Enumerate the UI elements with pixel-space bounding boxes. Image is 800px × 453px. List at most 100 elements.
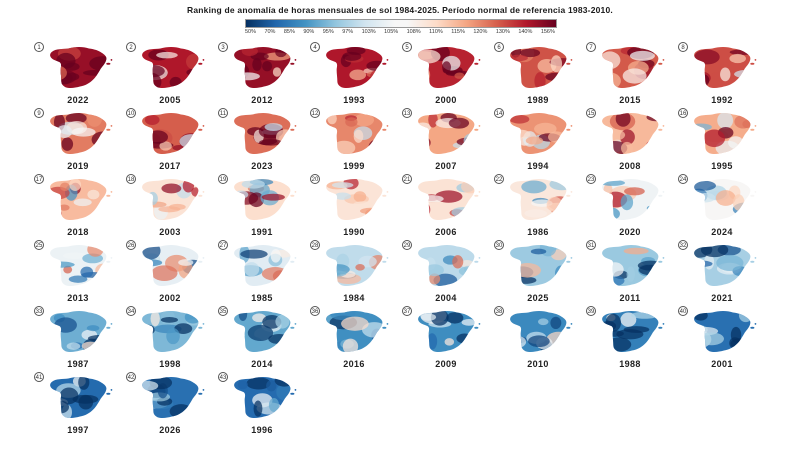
legend-tick-label: 130% — [495, 29, 510, 35]
map-cell: 36 2016 — [308, 305, 400, 369]
spain-anomaly-map — [326, 244, 389, 286]
map-cell: 17 2018 — [32, 173, 124, 237]
spain-anomaly-map — [234, 46, 297, 88]
balearic-islands — [382, 326, 387, 329]
rank-badge: 40 — [678, 306, 688, 316]
page-title: Ranking de anomalía de horas mensuales d… — [187, 5, 613, 15]
year-label: 2025 — [527, 293, 549, 303]
spain-anomaly-map — [694, 112, 757, 154]
year-label: 1990 — [343, 227, 365, 237]
spain-anomaly-map — [234, 310, 297, 352]
legend-tick-label: 97% — [342, 29, 354, 35]
spain-anomaly-map — [418, 46, 481, 88]
rank-badge: 26 — [126, 240, 136, 250]
year-label: 1994 — [527, 161, 549, 171]
map-cell: 31 2011 — [584, 239, 676, 303]
balearic-islands — [382, 128, 387, 131]
legend-labels: 50% 70% 85% 90% 95% 97% 103% 105% 108% 110% 115% 12… — [245, 29, 555, 35]
year-label: 2010 — [527, 359, 549, 369]
map-cell: 15 2008 — [584, 107, 676, 171]
year-label: 2008 — [619, 161, 641, 171]
rank-badge: 10 — [126, 108, 136, 118]
rank-badge: 8 — [678, 42, 688, 52]
map-cell: 27 1985 — [216, 239, 308, 303]
balearic-islands — [290, 260, 295, 263]
year-label: 2016 — [343, 359, 365, 369]
map-cell: 2 2005 — [124, 41, 216, 105]
legend-tick-label: 70% — [264, 29, 276, 35]
year-label: 2026 — [159, 425, 181, 435]
map-cell: 25 2013 — [32, 239, 124, 303]
rank-badge: 22 — [494, 174, 504, 184]
spain-anomaly-map — [142, 376, 205, 418]
year-label: 2004 — [435, 293, 457, 303]
map-cell: 39 1988 — [584, 305, 676, 369]
map-cell: 28 1984 — [308, 239, 400, 303]
year-label: 1986 — [527, 227, 549, 237]
balearic-islands — [750, 194, 755, 197]
spain-anomaly-map — [694, 46, 757, 88]
balearic-islands — [198, 392, 203, 395]
balearic-islands — [106, 326, 111, 329]
legend-tick-label: 85% — [283, 29, 295, 35]
map-cell: 35 2014 — [216, 305, 308, 369]
year-label: 2024 — [711, 227, 733, 237]
legend-tick-label: 108% — [406, 29, 421, 35]
spain-anomaly-map — [602, 178, 665, 220]
spain-anomaly-map — [694, 310, 757, 352]
spain-anomaly-map — [50, 244, 113, 286]
map-cell: 20 1990 — [308, 173, 400, 237]
spain-anomaly-map — [50, 310, 113, 352]
spain-anomaly-map — [142, 244, 205, 286]
year-label: 2007 — [435, 161, 457, 171]
legend-tick-label: 105% — [384, 29, 399, 35]
header: Ranking de anomalía de horas mensuales d… — [0, 0, 800, 35]
map-cell: 30 2025 — [492, 239, 584, 303]
legend-tick-label: 103% — [361, 29, 376, 35]
spain-anomaly-map — [326, 178, 389, 220]
balearic-islands — [474, 260, 479, 263]
balearic-islands — [750, 62, 755, 65]
map-cell: 19 1991 — [216, 173, 308, 237]
rank-badge: 37 — [402, 306, 412, 316]
spain-anomaly-map — [50, 46, 113, 88]
rank-badge: 7 — [586, 42, 596, 52]
map-cell: 3 2012 — [216, 41, 308, 105]
balearic-islands — [198, 128, 203, 131]
rank-badge: 6 — [494, 42, 504, 52]
map-cell: 6 1989 — [492, 41, 584, 105]
map-cell: 29 2004 — [400, 239, 492, 303]
spain-anomaly-map — [418, 112, 481, 154]
spain-anomaly-map — [234, 178, 297, 220]
rank-badge: 16 — [678, 108, 688, 118]
balearic-islands — [198, 194, 203, 197]
rank-badge: 38 — [494, 306, 504, 316]
rank-badge: 12 — [310, 108, 320, 118]
rank-badge: 24 — [678, 174, 688, 184]
balearic-islands — [474, 62, 479, 65]
rank-badge: 39 — [586, 306, 596, 316]
balearic-islands — [290, 326, 295, 329]
map-cell: 22 1986 — [492, 173, 584, 237]
map-cell: 5 2000 — [400, 41, 492, 105]
spain-anomaly-map — [418, 244, 481, 286]
rank-badge: 14 — [494, 108, 504, 118]
balearic-islands — [750, 128, 755, 131]
map-cell: 34 1998 — [124, 305, 216, 369]
spain-anomaly-map — [326, 310, 389, 352]
spain-anomaly-map — [510, 46, 573, 88]
legend-color-bar — [245, 19, 557, 28]
rank-badge: 32 — [678, 240, 688, 250]
spain-anomaly-map — [510, 112, 573, 154]
legend-tick-label: 156% — [540, 29, 555, 35]
spain-anomaly-map — [142, 310, 205, 352]
year-label: 1987 — [67, 359, 89, 369]
balearic-islands — [290, 392, 295, 395]
map-cell: 1 2022 — [32, 41, 124, 105]
spain-anomaly-map — [418, 310, 481, 352]
spain-anomaly-map — [510, 310, 573, 352]
balearic-islands — [474, 128, 479, 131]
map-cell: 26 2002 — [124, 239, 216, 303]
map-cell: 38 2010 — [492, 305, 584, 369]
balearic-islands — [474, 194, 479, 197]
